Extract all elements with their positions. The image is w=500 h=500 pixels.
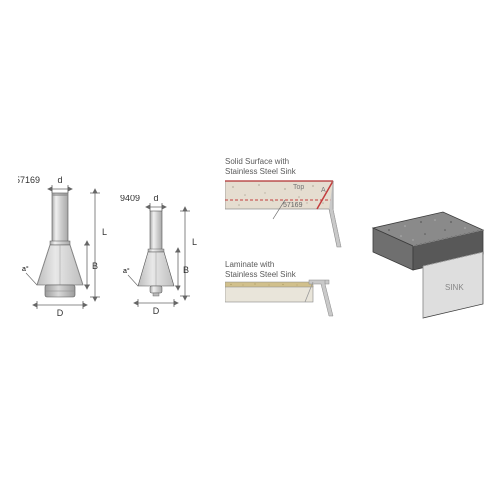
iso-block: SINK: [365, 200, 490, 320]
profile-bot-title-2: Stainless Steel Sink: [225, 270, 297, 279]
bit-b-dim-D: D: [153, 306, 160, 316]
bit-b-dim-d: d: [153, 195, 158, 203]
bit-a-dim-L: L: [102, 227, 107, 237]
profile-top-title-2: Stainless Steel Sink: [225, 167, 297, 176]
router-bit-b: d 49409 D L B a°: [120, 195, 210, 325]
bit-a-dim-D: D: [57, 308, 64, 318]
bit-a-angle: a°: [22, 265, 29, 273]
profile-top-label-top: Top: [293, 184, 304, 191]
profile-top-part: 57169: [283, 202, 303, 209]
profile-bot-title-1: Laminate with: [225, 260, 274, 269]
bit-b-dim-L: L: [192, 237, 197, 247]
router-bit-a: d 57169 D L: [18, 175, 118, 325]
bit-b-part-no: 49409: [120, 195, 140, 203]
iso-sink-label: SINK: [445, 283, 464, 292]
profile-solid-surface: Solid Surface with Stainless Steel Sink …: [225, 155, 365, 250]
profile-top-label-A: A: [321, 187, 326, 194]
bit-b-dim-B: B: [183, 265, 189, 275]
bit-a-dim-B: B: [92, 261, 98, 271]
profile-laminate: Laminate with Stainless Steel Sink: [225, 258, 365, 318]
diagram-stage: d 57169 D L: [0, 0, 500, 500]
bit-a-dim-d: d: [57, 175, 62, 185]
bit-b-angle: a°: [123, 267, 130, 275]
bit-a-part-no: 57169: [18, 175, 40, 185]
profile-top-title-1: Solid Surface with: [225, 157, 289, 166]
